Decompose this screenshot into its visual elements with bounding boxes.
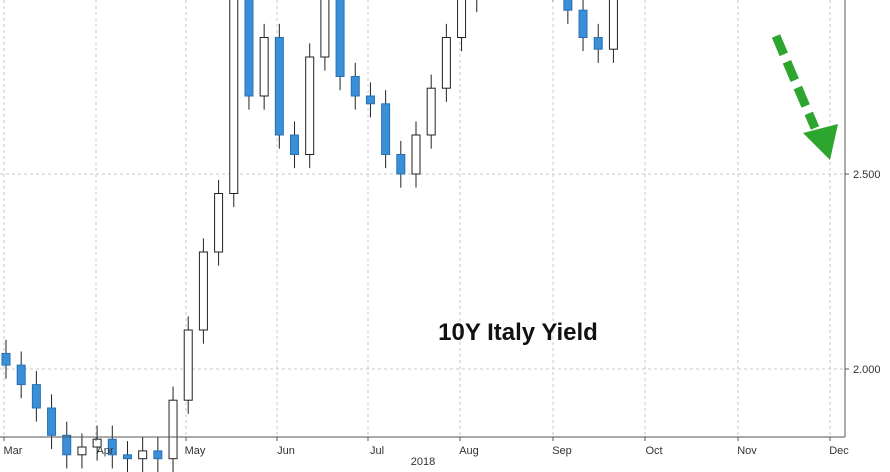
candle-body	[259, 37, 269, 97]
candle-body	[396, 154, 406, 175]
candle-body	[593, 37, 603, 50]
candle-body	[381, 103, 391, 156]
trend-arrow-group	[771, 34, 838, 160]
candle-body	[411, 134, 421, 175]
candle-body	[107, 438, 117, 456]
trend-arrow-shaft	[771, 34, 820, 130]
candle-body	[563, 0, 573, 11]
x-tick-label: Dec	[829, 445, 849, 457]
candle-body	[153, 450, 163, 460]
x-tick-label: Apr	[96, 445, 113, 457]
candle-body	[47, 407, 57, 436]
x-tick-label: Nov	[737, 445, 757, 457]
x-tick-label: Mar	[4, 445, 23, 457]
candle-body	[441, 37, 451, 89]
candle-body	[426, 87, 436, 136]
candle-body	[92, 438, 102, 448]
x-tick-label: Jun	[277, 445, 295, 457]
candle-body	[214, 193, 224, 253]
x-tick-label: Aug	[459, 445, 479, 457]
candle-body	[138, 450, 148, 460]
chart-title: 10Y Italy Yield	[438, 319, 598, 346]
candle-body	[244, 0, 254, 97]
candle-body	[183, 329, 193, 401]
candle-body	[77, 446, 87, 456]
trend-arrow-head	[803, 124, 838, 160]
grid	[0, 0, 845, 437]
x-tick-label: Jul	[370, 445, 384, 457]
y-tick-label: 2.500	[853, 169, 881, 181]
x-axis-label: 2018	[411, 456, 435, 468]
candle-body	[274, 37, 284, 136]
y-tick-label: 2.000	[853, 364, 881, 376]
candle-body	[122, 454, 132, 460]
candle-body	[608, 0, 618, 50]
candle-body	[305, 56, 315, 155]
candle-body	[198, 251, 208, 331]
candle-body	[365, 95, 375, 105]
candle-body	[31, 384, 41, 409]
candle-body	[229, 0, 239, 194]
x-tick-label: May	[185, 445, 206, 457]
candle-body	[578, 9, 588, 38]
candle-body	[16, 364, 26, 386]
candle-body	[350, 76, 360, 97]
candle-body	[1, 352, 11, 366]
candles	[1, 0, 618, 472]
candle-body	[320, 0, 330, 58]
axes: 2.0002.5003.0003.500MarAprMayJunJulAugSe…	[0, 0, 881, 457]
candle-body	[168, 399, 178, 460]
candle-body	[335, 0, 345, 77]
x-tick-label: Sep	[552, 445, 572, 457]
candle-body	[290, 134, 300, 155]
candle-body	[457, 0, 467, 38]
x-tick-label: Oct	[645, 445, 662, 457]
candle-body	[62, 434, 72, 456]
